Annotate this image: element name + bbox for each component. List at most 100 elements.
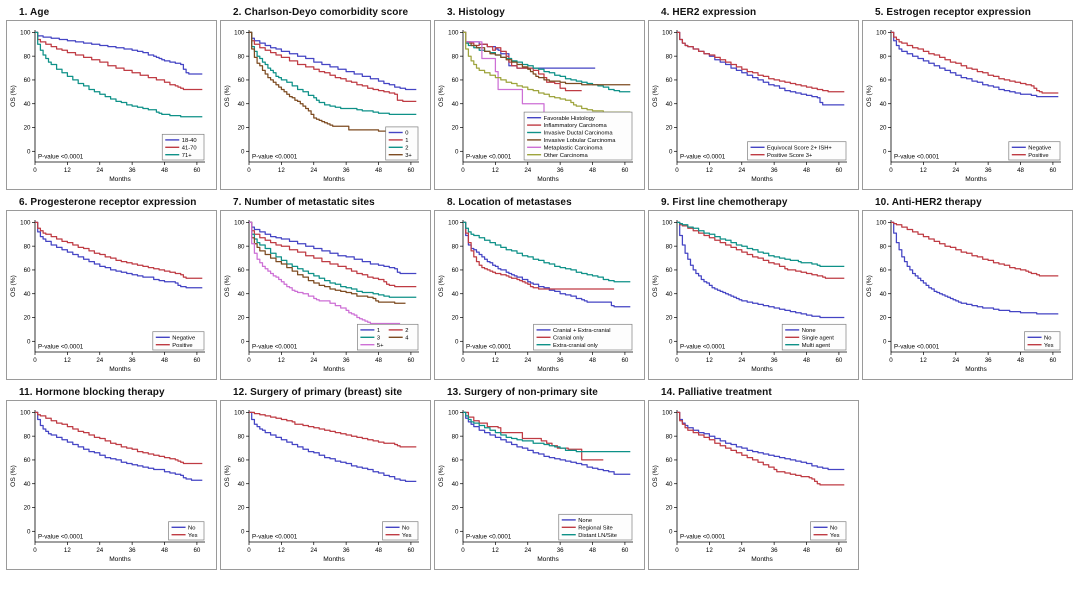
svg-text:36: 36 xyxy=(343,167,350,174)
panel-9-first-line-chemotherapy: 9. First line chemotherapy 0 20 40 60 80 100 0 1… xyxy=(648,194,859,380)
svg-text:20: 20 xyxy=(238,505,245,512)
svg-text:20: 20 xyxy=(238,125,245,132)
svg-text:24: 24 xyxy=(310,167,317,174)
svg-text:0: 0 xyxy=(27,148,31,155)
plot-frame: 0 20 40 60 80 100 0 12 24 36 48 60 OS (%) Months P-val… xyxy=(648,20,859,190)
svg-text:0: 0 xyxy=(33,167,37,174)
svg-text:24: 24 xyxy=(96,167,103,174)
svg-text:60: 60 xyxy=(1049,357,1056,364)
plot-frame: 0 20 40 60 80 100 0 12 24 36 48 60 OS (%) Months P-val… xyxy=(6,20,217,190)
svg-text:60: 60 xyxy=(666,457,673,464)
svg-text:60: 60 xyxy=(880,77,887,84)
panel-title: 14. Palliative treatment xyxy=(661,387,772,398)
plot-frame: 0 20 40 60 80 100 0 12 24 36 48 60 OS (%) Months P-val… xyxy=(220,400,431,570)
legend-label: 3 xyxy=(377,335,380,341)
km-curve-3 xyxy=(249,31,403,132)
svg-text:12: 12 xyxy=(706,167,713,174)
km-curve-multi-agent xyxy=(677,221,845,268)
svg-text:20: 20 xyxy=(24,315,31,322)
km-curve-positive xyxy=(891,31,1059,94)
svg-text:40: 40 xyxy=(452,101,459,108)
legend-label: Regional Site xyxy=(578,525,612,531)
svg-text:0: 0 xyxy=(33,357,37,364)
svg-text:80: 80 xyxy=(666,243,673,250)
legend-label: 18-40 xyxy=(182,138,197,144)
svg-text:0: 0 xyxy=(241,528,245,535)
svg-text:12: 12 xyxy=(64,167,71,174)
km-curve-single-agent xyxy=(677,221,845,279)
plot-frame: 0 20 40 60 80 100 0 12 24 36 48 60 OS (%) Months P-val… xyxy=(220,20,431,190)
km-survival-chart: 0 20 40 60 80 100 0 12 24 36 48 60 OS (%) Months P-val… xyxy=(652,410,847,563)
legend-label: Positive xyxy=(1028,153,1048,159)
km-curve-4 xyxy=(249,221,406,304)
svg-text:20: 20 xyxy=(666,505,673,512)
svg-text:36: 36 xyxy=(771,167,778,174)
panel-title: 5. Estrogen receptor expression xyxy=(875,7,1031,18)
y-axis-label: OS (%) xyxy=(10,465,17,487)
svg-text:60: 60 xyxy=(238,77,245,84)
panel-13-surgery-of-non-primary-site: 13. Surgery of non-primary site 0 20 40 60 80… xyxy=(434,384,645,570)
legend-label: 4 xyxy=(405,335,409,341)
svg-text:0: 0 xyxy=(455,528,459,535)
legend-label: Metaplastic Carcinoma xyxy=(544,145,604,151)
panel-title: 2. Charlson-Deyo comorbidity score xyxy=(233,7,409,18)
svg-text:60: 60 xyxy=(452,267,459,274)
km-curve-no xyxy=(891,221,1059,315)
svg-text:0: 0 xyxy=(27,338,31,345)
p-value-label: P-value <0.0001 xyxy=(252,344,298,351)
svg-text:60: 60 xyxy=(835,547,842,554)
legend-label: No xyxy=(830,525,837,531)
svg-text:0: 0 xyxy=(241,148,245,155)
legend-label: 3+ xyxy=(405,153,412,159)
legend: Negative Positive xyxy=(152,331,205,351)
svg-text:48: 48 xyxy=(1017,167,1024,174)
svg-text:0: 0 xyxy=(669,528,673,535)
svg-text:40: 40 xyxy=(666,291,673,298)
svg-text:60: 60 xyxy=(407,167,414,174)
x-axis-label: Months xyxy=(751,556,773,563)
plot-frame: 0 20 40 60 80 100 0 12 24 36 48 60 OS (%) Months P-val… xyxy=(6,210,217,380)
legend-label: Negative xyxy=(1028,145,1051,151)
svg-text:12: 12 xyxy=(64,547,71,554)
svg-text:0: 0 xyxy=(675,357,679,364)
svg-text:60: 60 xyxy=(835,167,842,174)
legend-label: No xyxy=(188,525,195,531)
x-axis-label: Months xyxy=(323,556,345,563)
x-axis-label: Months xyxy=(537,366,559,373)
svg-text:0: 0 xyxy=(27,528,31,535)
svg-text:100: 100 xyxy=(662,30,673,37)
svg-text:100: 100 xyxy=(234,410,245,417)
km-curve-equivocal-score-2-ish xyxy=(677,31,845,106)
svg-text:60: 60 xyxy=(666,267,673,274)
x-axis-label: Months xyxy=(537,176,559,183)
panel-title: 1. Age xyxy=(19,7,50,18)
km-curve-no xyxy=(35,411,203,481)
plot-frame: 0 20 40 60 80 100 0 12 24 36 48 60 OS (%) Months P-val… xyxy=(648,210,859,380)
legend-label: Cranial only xyxy=(553,335,584,341)
svg-text:48: 48 xyxy=(161,547,168,554)
svg-text:20: 20 xyxy=(666,315,673,322)
panel-title: 13. Surgery of non-primary site xyxy=(447,387,598,398)
svg-text:20: 20 xyxy=(452,505,459,512)
svg-text:48: 48 xyxy=(1017,357,1024,364)
svg-text:60: 60 xyxy=(452,457,459,464)
svg-text:60: 60 xyxy=(666,77,673,84)
svg-text:40: 40 xyxy=(24,101,31,108)
legend-label: Favorable Histology xyxy=(544,116,595,122)
svg-text:36: 36 xyxy=(343,547,350,554)
km-survival-chart: 0 20 40 60 80 100 0 12 24 36 48 60 OS (%) Months P-val… xyxy=(438,410,633,563)
km-curve-0 xyxy=(249,31,417,91)
legend-label: No xyxy=(1044,335,1051,341)
km-curve-yes xyxy=(249,411,417,448)
km-survival-chart: 0 20 40 60 80 100 0 12 24 36 48 60 OS (%) Months P-val… xyxy=(866,220,1061,373)
svg-text:60: 60 xyxy=(880,267,887,274)
svg-text:40: 40 xyxy=(452,291,459,298)
svg-text:60: 60 xyxy=(621,357,628,364)
svg-text:100: 100 xyxy=(876,30,887,37)
y-axis-label: OS (%) xyxy=(438,275,445,297)
svg-text:20: 20 xyxy=(880,315,887,322)
svg-text:60: 60 xyxy=(407,547,414,554)
svg-text:12: 12 xyxy=(920,167,927,174)
